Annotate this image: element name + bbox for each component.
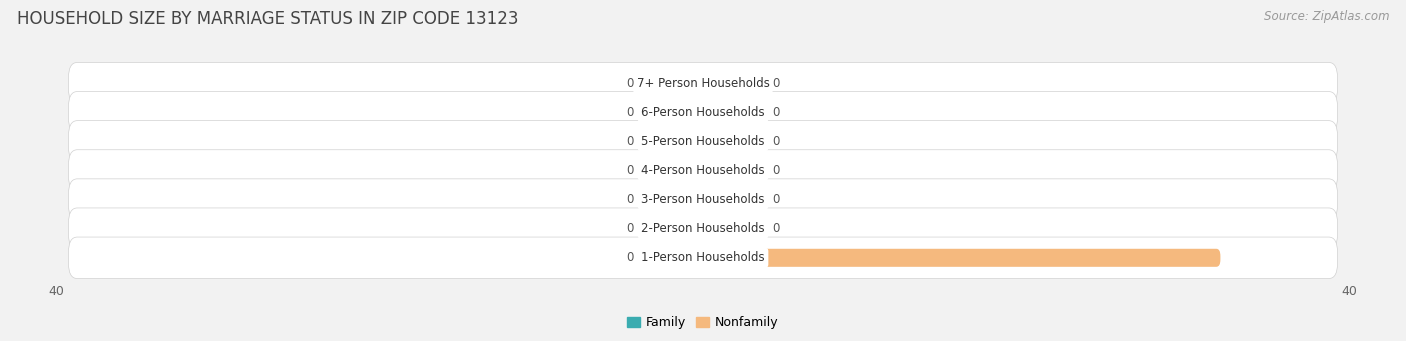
Text: 0: 0 (626, 106, 634, 119)
FancyBboxPatch shape (703, 220, 759, 238)
Text: 0: 0 (626, 193, 634, 206)
Text: 2-Person Households: 2-Person Households (641, 222, 765, 235)
Text: 3-Person Households: 3-Person Households (641, 193, 765, 206)
FancyBboxPatch shape (703, 162, 759, 179)
FancyBboxPatch shape (647, 132, 703, 150)
Text: 0: 0 (626, 251, 634, 264)
FancyBboxPatch shape (69, 91, 1337, 133)
FancyBboxPatch shape (703, 74, 759, 92)
FancyBboxPatch shape (69, 208, 1337, 250)
Text: 0: 0 (626, 164, 634, 177)
FancyBboxPatch shape (703, 249, 1220, 267)
Text: 0: 0 (626, 77, 634, 90)
Text: 0: 0 (772, 135, 780, 148)
Text: 0: 0 (772, 164, 780, 177)
FancyBboxPatch shape (69, 62, 1337, 104)
Text: 4-Person Households: 4-Person Households (641, 164, 765, 177)
FancyBboxPatch shape (69, 150, 1337, 191)
Text: 0: 0 (772, 222, 780, 235)
FancyBboxPatch shape (703, 132, 759, 150)
Text: 0: 0 (772, 193, 780, 206)
FancyBboxPatch shape (647, 249, 703, 267)
Text: 1-Person Households: 1-Person Households (641, 251, 765, 264)
FancyBboxPatch shape (69, 121, 1337, 162)
Text: 5-Person Households: 5-Person Households (641, 135, 765, 148)
FancyBboxPatch shape (647, 162, 703, 179)
Text: 0: 0 (772, 77, 780, 90)
Text: 7+ Person Households: 7+ Person Households (637, 77, 769, 90)
FancyBboxPatch shape (647, 220, 703, 238)
FancyBboxPatch shape (647, 103, 703, 121)
FancyBboxPatch shape (703, 191, 759, 209)
Text: 0: 0 (772, 106, 780, 119)
Text: HOUSEHOLD SIZE BY MARRIAGE STATUS IN ZIP CODE 13123: HOUSEHOLD SIZE BY MARRIAGE STATUS IN ZIP… (17, 10, 519, 28)
Text: 32: 32 (1233, 251, 1250, 264)
FancyBboxPatch shape (69, 237, 1337, 279)
FancyBboxPatch shape (703, 103, 759, 121)
Text: 0: 0 (626, 135, 634, 148)
FancyBboxPatch shape (69, 179, 1337, 220)
FancyBboxPatch shape (647, 191, 703, 209)
FancyBboxPatch shape (647, 74, 703, 92)
Text: 0: 0 (626, 222, 634, 235)
Legend: Family, Nonfamily: Family, Nonfamily (623, 311, 783, 335)
Text: Source: ZipAtlas.com: Source: ZipAtlas.com (1264, 10, 1389, 23)
Text: 6-Person Households: 6-Person Households (641, 106, 765, 119)
